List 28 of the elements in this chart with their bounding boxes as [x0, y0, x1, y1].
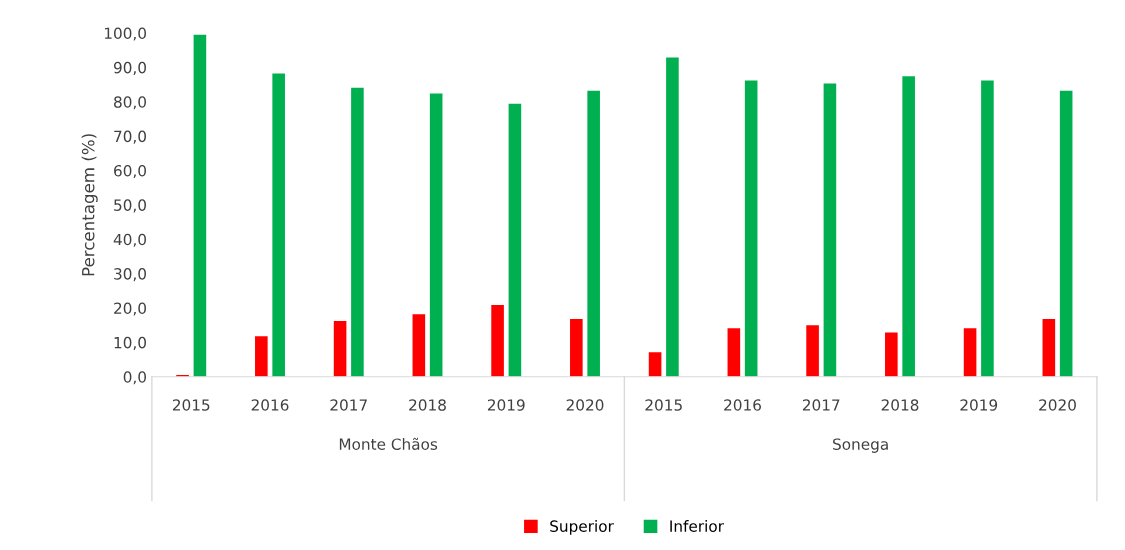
- text: Sonega: [833, 438, 888, 453]
- y-tick-label: 40,0: [113, 233, 146, 247]
- y-tick-label: 20,0: [114, 302, 146, 316]
- text: Monte Chãos: [339, 437, 438, 450]
- y-tick-label: 0,0: [123, 371, 146, 385]
- y-tick-label: 60,0: [114, 164, 146, 179]
- x-tick-label: 2020: [566, 399, 604, 411]
- y-tick-label: 90,0: [113, 61, 146, 75]
- y-tick-label: 50,0: [114, 199, 146, 213]
- x-tick-label: 2019: [960, 399, 998, 411]
- x-tick-label: 2016: [251, 399, 289, 411]
- legend-label: Superior: [550, 520, 614, 535]
- y-axis-title: Percentagem (%): [81, 134, 98, 276]
- y-tick-label: 70,0: [114, 130, 146, 144]
- x-tick-label: 2018: [881, 399, 919, 411]
- x-tick-label: 2016: [724, 399, 761, 411]
- x-tick-label: 2017: [330, 399, 367, 411]
- x-tick-label: 2017: [802, 399, 840, 411]
- x-tick-label: 2019: [487, 399, 525, 411]
- y-tick-label: 30,0: [114, 268, 146, 282]
- y-tick-label: 10,0: [114, 336, 146, 350]
- y-tick-label: 80,0: [114, 96, 146, 110]
- y-tick-label: 100,0: [104, 27, 146, 41]
- x-tick-label: 2020: [1039, 399, 1076, 411]
- legend-label: Inferior: [670, 520, 724, 532]
- x-tick-label: 2018: [409, 399, 446, 411]
- x-tick-label: 2015: [645, 399, 682, 411]
- x-tick-label: 2015: [172, 399, 210, 411]
